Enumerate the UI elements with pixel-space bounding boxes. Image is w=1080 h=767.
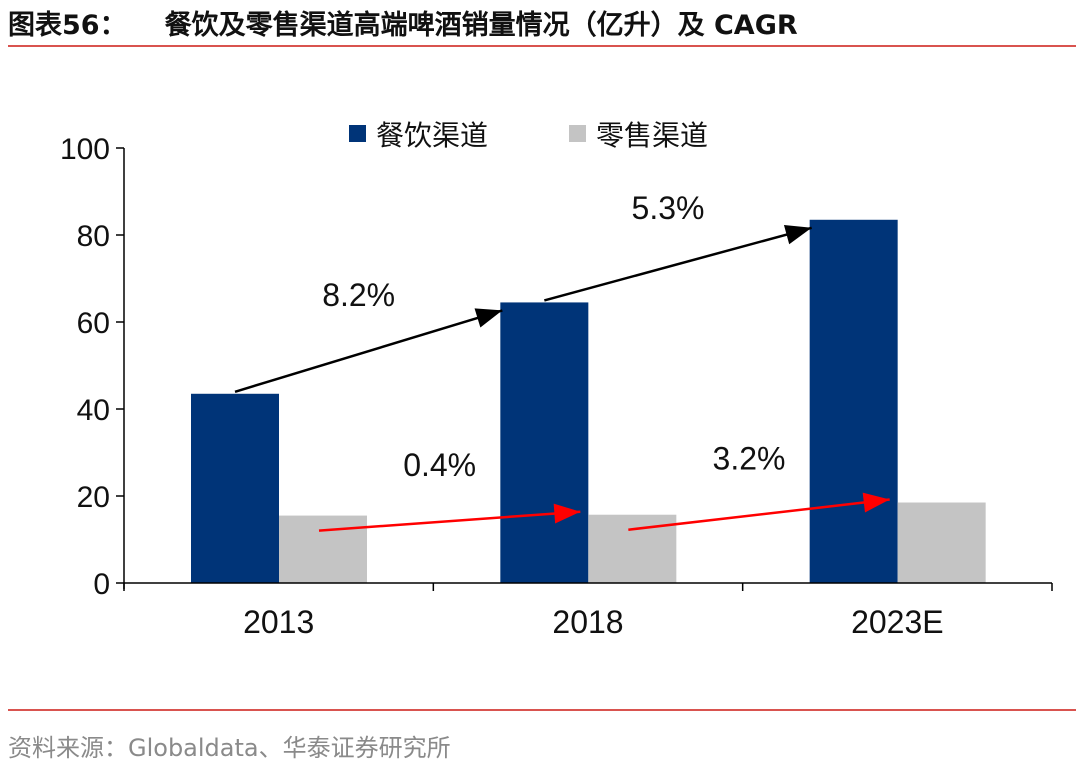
y-tick-label: 80: [77, 220, 110, 253]
figure-header: 图表56： 餐饮及零售渠道高端啤酒销量情况（亿升）及 CAGR: [8, 2, 798, 42]
source-note: 资料来源：Globaldata、华泰证券研究所: [8, 734, 451, 762]
bar-catering-2018: [500, 302, 589, 583]
axes: 0 20 40 60 80 100 2013 2018 2023E: [60, 133, 1053, 640]
bar-catering-2013: [191, 393, 279, 583]
x-tick-label-2018: 2018: [552, 604, 623, 640]
cagr-arrow-retail-2018-2023e: [628, 498, 890, 531]
legend-label-retail: 零售渠道: [596, 119, 708, 152]
y-tick-label: 60: [77, 307, 110, 340]
legend: 餐饮渠道 零售渠道: [349, 119, 708, 152]
y-tick-label: 100: [60, 133, 110, 166]
y-tick-label: 20: [77, 481, 110, 514]
annotations: 8.2% 5.3% 0.4% 3.2%: [234, 190, 890, 532]
x-tick-label-2023e: 2023E: [851, 604, 944, 640]
bar-retail-2013: [279, 515, 367, 583]
y-tick-label: 0: [93, 568, 110, 601]
bar-retail-2023e: [897, 502, 986, 583]
legend-label-catering: 餐饮渠道: [376, 119, 488, 152]
cagr-arrowhead: [474, 308, 503, 328]
y-tick-label: 40: [77, 394, 110, 427]
x-tick-label-2013: 2013: [243, 604, 314, 640]
cagr-label-catering-2013-2018: 8.2%: [322, 277, 395, 313]
legend-swatch-retail: [569, 125, 586, 142]
cagr-arrow-retail-2013-2018: [318, 510, 581, 532]
figure-title: 餐饮及零售渠道高端啤酒销量情况（亿升）及 CAGR: [164, 9, 798, 41]
bottom-rule: [8, 709, 1076, 711]
cagr-arrowhead: [862, 492, 890, 513]
cagr-arrow-catering-2018-2023e: [544, 226, 812, 302]
cagr-label-catering-2018-2023e: 5.3%: [632, 190, 705, 226]
top-rule: [8, 45, 1076, 47]
legend-swatch-catering: [349, 125, 366, 142]
cagr-arrowhead: [553, 503, 581, 524]
figure-label: 图表56：: [8, 9, 127, 41]
cagr-arrowhead: [783, 224, 812, 245]
bar-catering-2023e: [809, 219, 898, 583]
cagr-arrow-catering-2013-2018: [234, 309, 503, 393]
cagr-label-retail-2018-2023e: 3.2%: [713, 441, 786, 477]
bars: [191, 219, 986, 583]
cagr-label-retail-2013-2018: 0.4%: [403, 447, 476, 483]
